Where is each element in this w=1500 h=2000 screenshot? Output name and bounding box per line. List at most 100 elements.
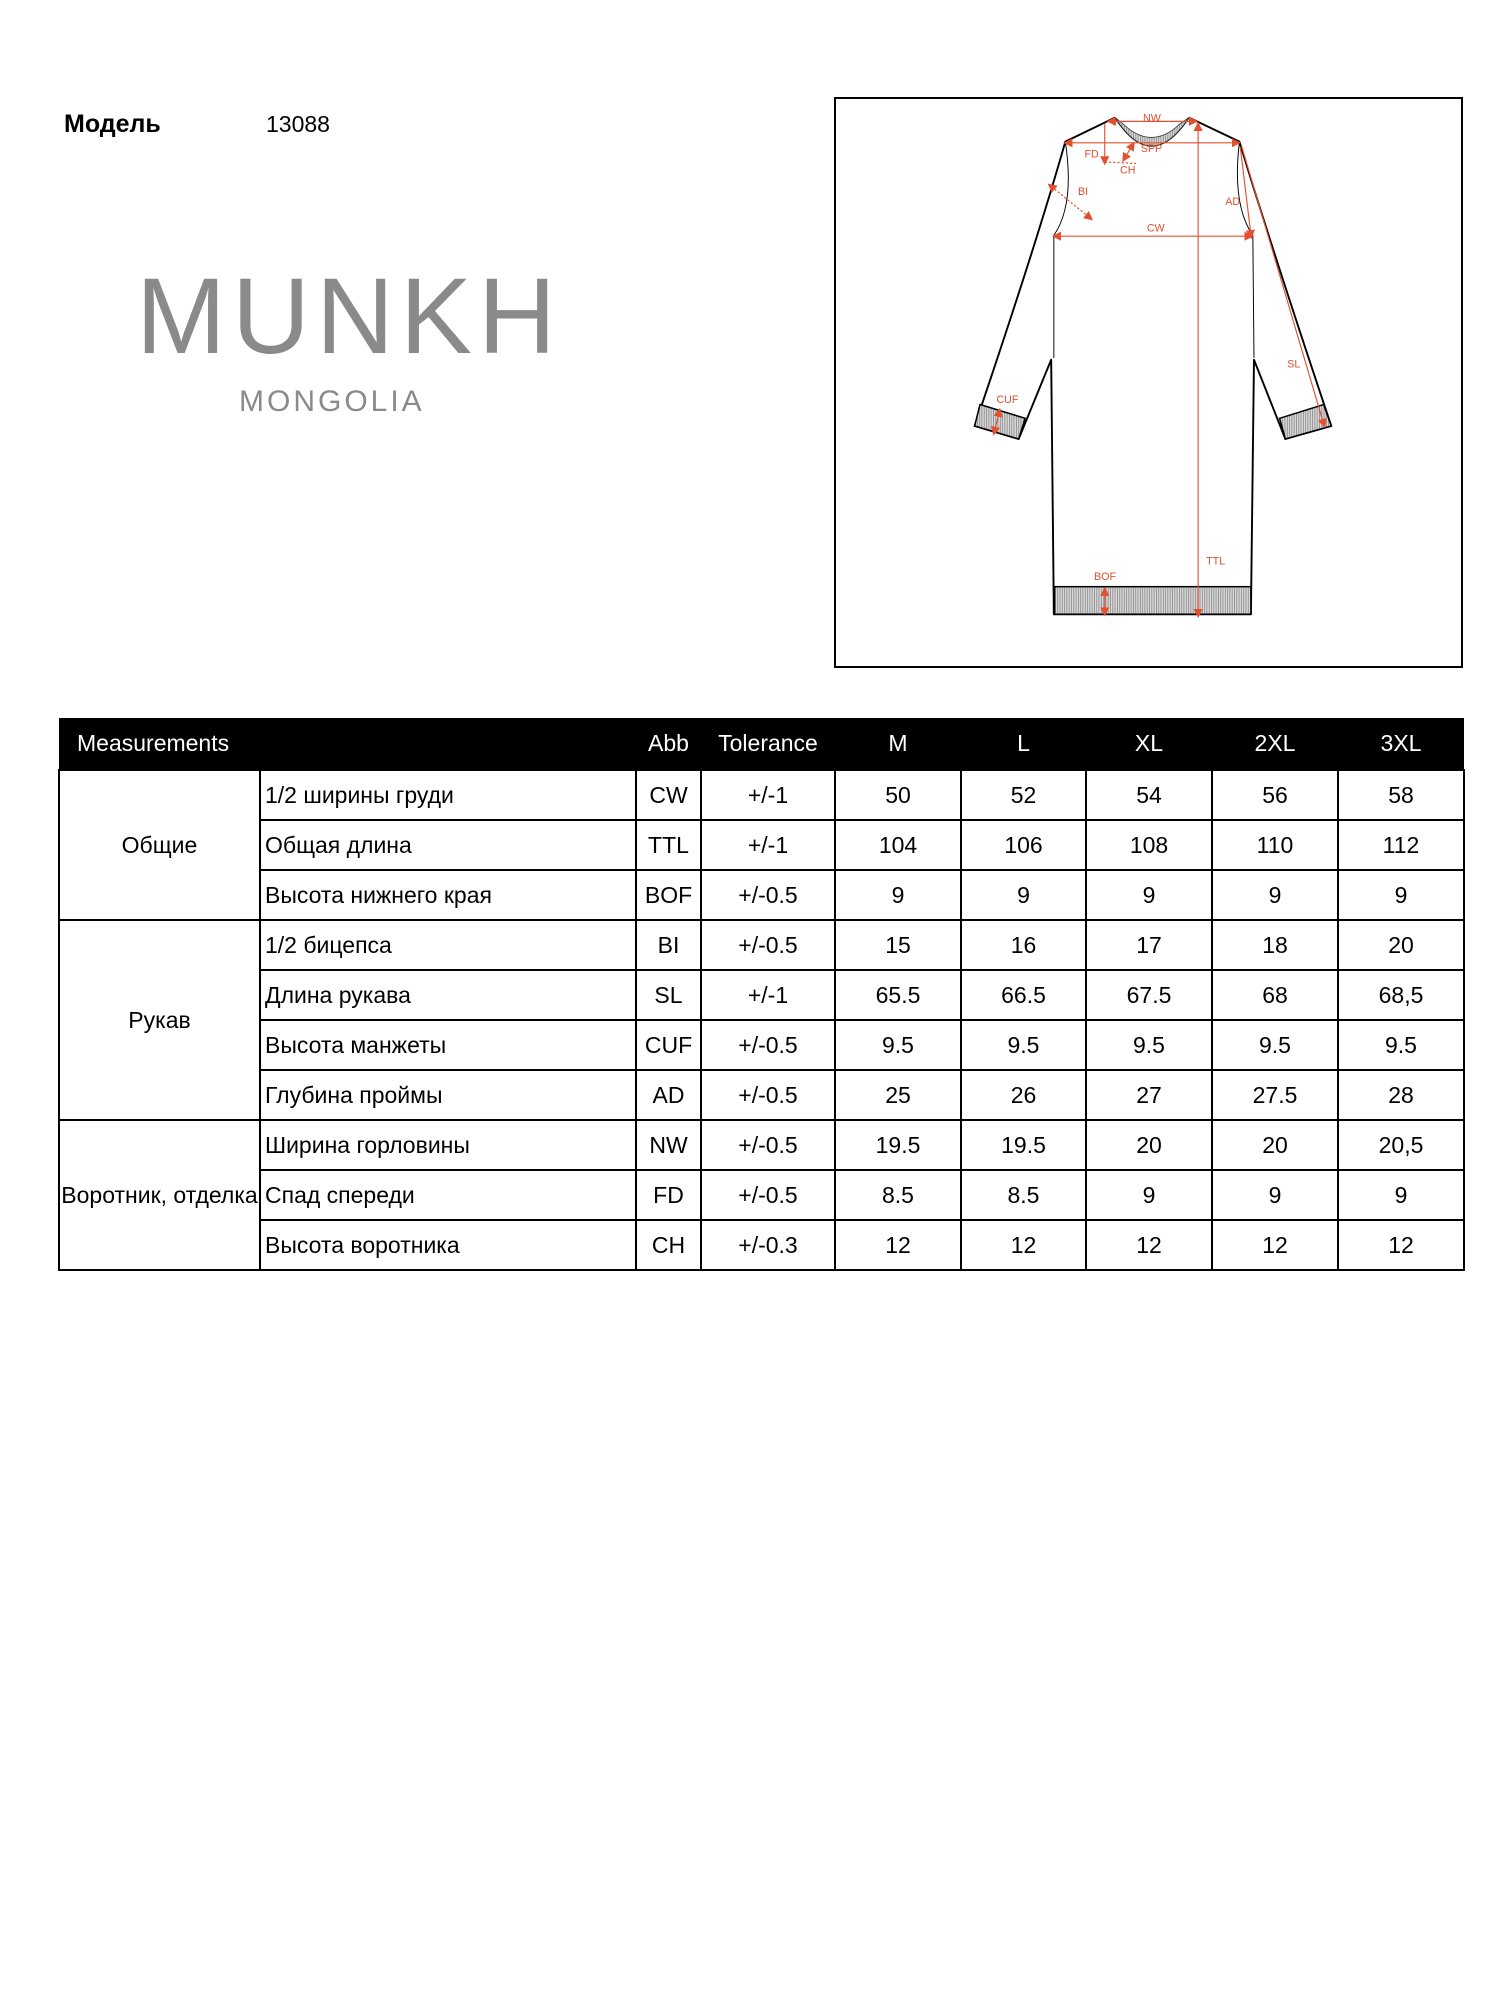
- table-row: Общая длина TTL +/-1 104 106 108 110 112: [59, 819, 1465, 871]
- size-value: 112: [1337, 819, 1465, 871]
- size-value: 68,5: [1337, 969, 1465, 1021]
- abbreviation: NW: [635, 1119, 702, 1171]
- header-size-3xl: 3XL: [1338, 718, 1464, 770]
- model-label: Модель: [64, 110, 161, 138]
- garment-outline: [973, 116, 1333, 616]
- size-value: 9.5: [1085, 1019, 1213, 1071]
- size-value: 9.5: [1211, 1019, 1339, 1071]
- size-value: 20: [1337, 919, 1465, 971]
- size-value: 9: [1337, 869, 1465, 921]
- table-row: Высота манжеты CUF +/-0.5 9.5 9.5 9.5 9.5 9.5: [59, 1019, 1465, 1071]
- garment-diagram: NW SPP FD CH BI AD CW SL CUF TTL BOF: [973, 112, 1333, 619]
- size-value: 67.5: [1085, 969, 1213, 1021]
- size-value: 9: [1337, 1169, 1465, 1221]
- measurement-name: 1/2 ширины груди: [259, 769, 637, 821]
- size-value: 8.5: [960, 1169, 1087, 1221]
- table-row: Общие 1/2 ширины груди CW +/-1 50 52 54 56 58: [58, 769, 1465, 921]
- model-number: 13088: [266, 111, 330, 137]
- abbreviation: AD: [635, 1069, 702, 1121]
- size-value: 26: [960, 1069, 1087, 1121]
- tolerance: +/-0.5: [700, 919, 836, 971]
- size-value: 65.5: [834, 969, 962, 1021]
- size-value: 108: [1085, 819, 1213, 871]
- header-abb: Abb: [636, 718, 701, 770]
- size-value: 110: [1211, 819, 1339, 871]
- label-bof: BOF: [1094, 571, 1116, 583]
- table-row: Рукав 1/2 бицепса BI +/-0.5 15 16 17 18 20: [58, 919, 1465, 1121]
- header-size-2xl: 2XL: [1212, 718, 1338, 770]
- label-ttl: TTL: [1206, 555, 1225, 567]
- size-value: 50: [834, 769, 962, 821]
- size-value: 9: [1211, 1169, 1339, 1221]
- size-value: 12: [1211, 1219, 1339, 1271]
- size-value: 19.5: [960, 1119, 1087, 1171]
- size-value: 25: [834, 1069, 962, 1121]
- size-value: 52: [960, 769, 1087, 821]
- abbreviation: CH: [635, 1219, 702, 1271]
- label-spp: SPP: [1141, 143, 1162, 155]
- size-value: 20: [1211, 1119, 1339, 1171]
- size-value: 19.5: [834, 1119, 962, 1171]
- label-ad: AD: [1225, 196, 1240, 208]
- header-measurements: Measurements: [59, 718, 636, 770]
- size-value: 15: [834, 919, 962, 971]
- abbreviation: BI: [635, 919, 702, 971]
- label-sl: SL: [1287, 358, 1300, 370]
- abbreviation: SL: [635, 969, 702, 1021]
- abbreviation: CUF: [635, 1019, 702, 1071]
- label-bi: BI: [1078, 186, 1088, 198]
- table-row: Высота воротника CH +/-0.3 12 12 12 12 12: [59, 1219, 1465, 1271]
- measurement-name: Общая длина: [259, 819, 637, 871]
- tolerance: +/-0.5: [700, 1019, 836, 1071]
- size-value: 12: [1337, 1219, 1465, 1271]
- hem-rib: [1053, 585, 1252, 615]
- measurement-name: Высота воротника: [259, 1219, 637, 1271]
- size-value: 20,5: [1337, 1119, 1465, 1171]
- size-value: 9.5: [960, 1019, 1087, 1071]
- group-label: Рукав: [58, 919, 261, 1121]
- size-value: 20: [1085, 1119, 1213, 1171]
- table-row: Глубина проймы AD +/-0.5 25 26 27 27.5 28: [59, 1069, 1465, 1121]
- brand-logo: MUNKH: [136, 255, 562, 376]
- size-value: 12: [960, 1219, 1087, 1271]
- size-value: 27.5: [1211, 1069, 1339, 1121]
- size-value: 104: [834, 819, 962, 871]
- header-size-xl: XL: [1086, 718, 1212, 770]
- tolerance: +/-1: [700, 769, 836, 821]
- size-value: 9.5: [1337, 1019, 1465, 1071]
- size-value: 16: [960, 919, 1087, 971]
- label-cw: CW: [1147, 223, 1166, 235]
- tolerance: +/-1: [700, 819, 836, 871]
- table-header: Measurements Abb Tolerance M L XL 2XL 3X…: [59, 718, 1464, 770]
- header-size-l: L: [961, 718, 1086, 770]
- table-row: Длина рукава SL +/-1 65.5 66.5 67.5 68 68,5: [59, 969, 1465, 1021]
- right-cuff-rib: [1278, 403, 1333, 440]
- size-value: 27: [1085, 1069, 1213, 1121]
- table-row: Высота нижнего края BOF +/-0.5 9 9 9 9 9: [59, 869, 1465, 921]
- header-size-m: M: [835, 718, 961, 770]
- tolerance: +/-1: [700, 969, 836, 1021]
- size-value: 12: [834, 1219, 962, 1271]
- size-value: 66.5: [960, 969, 1087, 1021]
- label-cuf: CUF: [996, 394, 1018, 406]
- size-value: 68: [1211, 969, 1339, 1021]
- size-value: 17: [1085, 919, 1213, 971]
- size-value: 9: [1085, 869, 1213, 921]
- tolerance: +/-0.5: [700, 1069, 836, 1121]
- size-value: 54: [1085, 769, 1213, 821]
- size-value: 9: [960, 869, 1087, 921]
- size-value: 9: [834, 869, 962, 921]
- group-label: Воротник, отделка: [58, 1119, 261, 1271]
- measurement-name: Глубина проймы: [259, 1069, 637, 1121]
- size-value: 28: [1337, 1069, 1465, 1121]
- measure-lines: [991, 116, 1327, 619]
- size-value: 9.5: [834, 1019, 962, 1071]
- size-value: 12: [1085, 1219, 1213, 1271]
- size-value: 9: [1211, 869, 1339, 921]
- label-ch: CH: [1120, 164, 1135, 176]
- measurement-name: 1/2 бицепса: [259, 919, 637, 971]
- size-value: 18: [1211, 919, 1339, 971]
- tolerance: +/-0.5: [700, 869, 836, 921]
- label-nw: NW: [1143, 112, 1162, 124]
- brand-logo-subtitle: MONGOLIA: [239, 385, 425, 418]
